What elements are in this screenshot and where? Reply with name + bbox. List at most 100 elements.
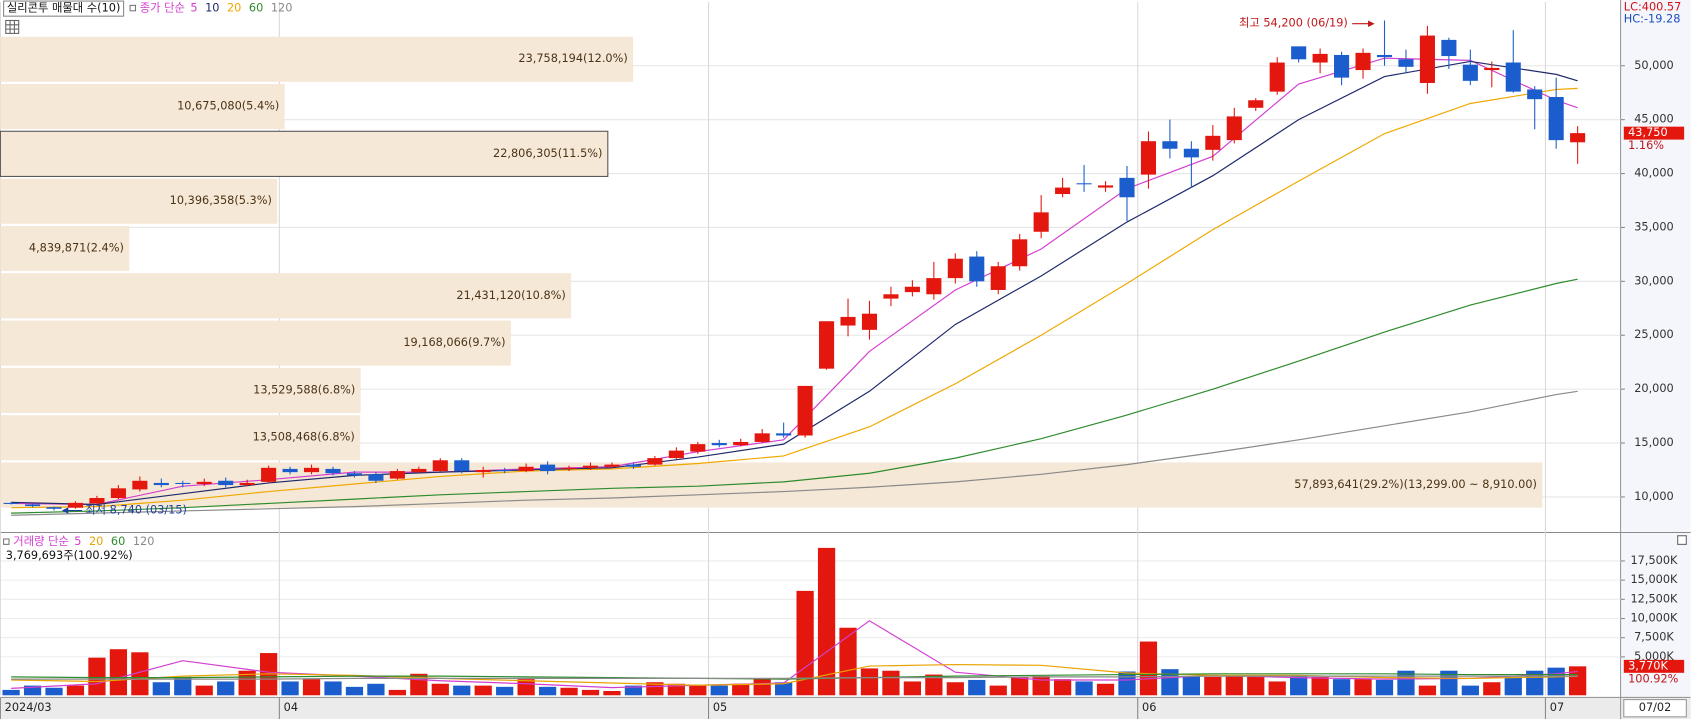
volume-bar: [1075, 681, 1093, 696]
volume-bar: [1397, 670, 1415, 696]
legend-item: 60: [249, 2, 263, 15]
volume-bar: [1139, 641, 1158, 696]
volume-bar: [1375, 679, 1394, 696]
volume-bar: [689, 685, 707, 696]
volume-bar: [1311, 676, 1329, 696]
candle-body: [368, 474, 384, 481]
candle-body: [668, 450, 684, 459]
volume-bar: [1011, 676, 1029, 696]
volume-bar: [367, 683, 385, 696]
candle-body: [1462, 64, 1478, 81]
volume-bar: [302, 679, 321, 696]
profile-bar: [0, 415, 361, 461]
legend-item: 10: [205, 2, 219, 15]
profile-bar: [0, 320, 511, 366]
profile-label: 57,893,641(29.2%)(13,299.00 ~ 8,910.00): [1294, 478, 1537, 491]
volume-bar: [217, 681, 235, 696]
candle-body: [883, 294, 899, 299]
current-date: 07/02: [1639, 701, 1672, 714]
volume-bar: [109, 649, 128, 696]
candle-body: [3, 502, 19, 504]
volume-bar: [1290, 676, 1308, 696]
candle-body: [325, 468, 341, 474]
candle-body: [1140, 141, 1156, 175]
volume-bar: [667, 683, 685, 696]
volume-bar: [710, 685, 728, 696]
legend-item: 5: [190, 2, 197, 15]
volume-bar: [1247, 676, 1265, 696]
candle-body: [776, 433, 792, 436]
candle-body: [1419, 35, 1435, 84]
volume-bar: [66, 685, 85, 696]
candle-body: [497, 469, 513, 472]
volume-bar: [817, 547, 836, 696]
legend-label: 종가 단순: [140, 2, 185, 15]
candle-body: [969, 256, 985, 282]
legend-marker: [3, 538, 10, 545]
date-box: [1623, 699, 1687, 718]
legend-label: 거래량 단순: [13, 535, 69, 548]
y-tick-label: 25,000: [1634, 328, 1674, 341]
volume-bar: [1483, 682, 1501, 696]
volume-bar: [1096, 683, 1115, 696]
profile-label: 13,529,588(6.8%): [253, 383, 355, 396]
annotation: 최고 54,200 (06/19): [1239, 17, 1348, 30]
table-icon[interactable]: [5, 19, 20, 34]
x-tick-label: 2024/03: [5, 701, 52, 714]
candle-body: [132, 480, 148, 490]
ma-line: [11, 390, 1578, 516]
y-tick-label: 50,000: [1634, 59, 1674, 72]
x-tick-label: 05: [713, 701, 727, 714]
candle-body: [282, 468, 298, 473]
candle-body: [1055, 187, 1071, 195]
volume-bar: [839, 627, 857, 696]
volume-bar: [1418, 685, 1437, 696]
profile-label: 19,168,066(9.7%): [403, 336, 505, 349]
panel-button[interactable]: [1677, 535, 1687, 545]
candle-body: [175, 482, 191, 485]
candle-body: [861, 313, 878, 330]
volume-bar: [903, 681, 922, 696]
candle-body: [904, 286, 920, 293]
volume-bar: [88, 657, 106, 696]
volume-bar: [45, 687, 63, 696]
volume-bar: [538, 686, 557, 696]
volume-bar: [624, 685, 643, 696]
volume-bar: [1569, 666, 1587, 696]
candle-body: [389, 471, 405, 479]
profile-label: 10,675,080(5.4%): [177, 100, 279, 113]
candle-body: [25, 504, 41, 507]
y-tick-label: 15,000K: [1631, 573, 1679, 586]
candle-body: [454, 460, 470, 472]
candle-body: [239, 482, 255, 486]
volume-bar: [1547, 667, 1565, 696]
candle-body: [711, 443, 727, 446]
candle-body: [218, 480, 234, 486]
candle-body: [110, 488, 126, 499]
volume-bar: [23, 685, 42, 696]
volume-bar: [1440, 670, 1458, 696]
y-tick-label: 5,000K: [1634, 650, 1674, 663]
ma-line: [11, 278, 1578, 514]
legend-item: 120: [271, 2, 293, 15]
legend-item: 120: [133, 535, 155, 548]
volume-bar: [775, 682, 793, 696]
volume-bar: [753, 679, 771, 696]
candle-body: [990, 266, 1006, 290]
lc-label: LC:400.57: [1624, 1, 1682, 14]
candle-body: [1548, 97, 1564, 141]
candle-body: [1398, 59, 1414, 67]
candle-body: [1162, 141, 1178, 149]
volume-bar: [2, 689, 20, 696]
volume-bar: [796, 590, 814, 696]
profile-bar: [0, 130, 609, 177]
candle-body: [1248, 100, 1264, 108]
profile-label: 22,806,305(11.5%): [493, 147, 602, 160]
candle-body: [1291, 46, 1307, 60]
annotation: 최저 8,740 (03/15): [85, 504, 187, 517]
volume-bar: [453, 685, 471, 696]
profile-label: 4,839,871(2.4%): [29, 241, 124, 254]
candle-body: [518, 466, 534, 472]
volume-bar: [152, 682, 170, 696]
candle-body: [1097, 185, 1114, 188]
